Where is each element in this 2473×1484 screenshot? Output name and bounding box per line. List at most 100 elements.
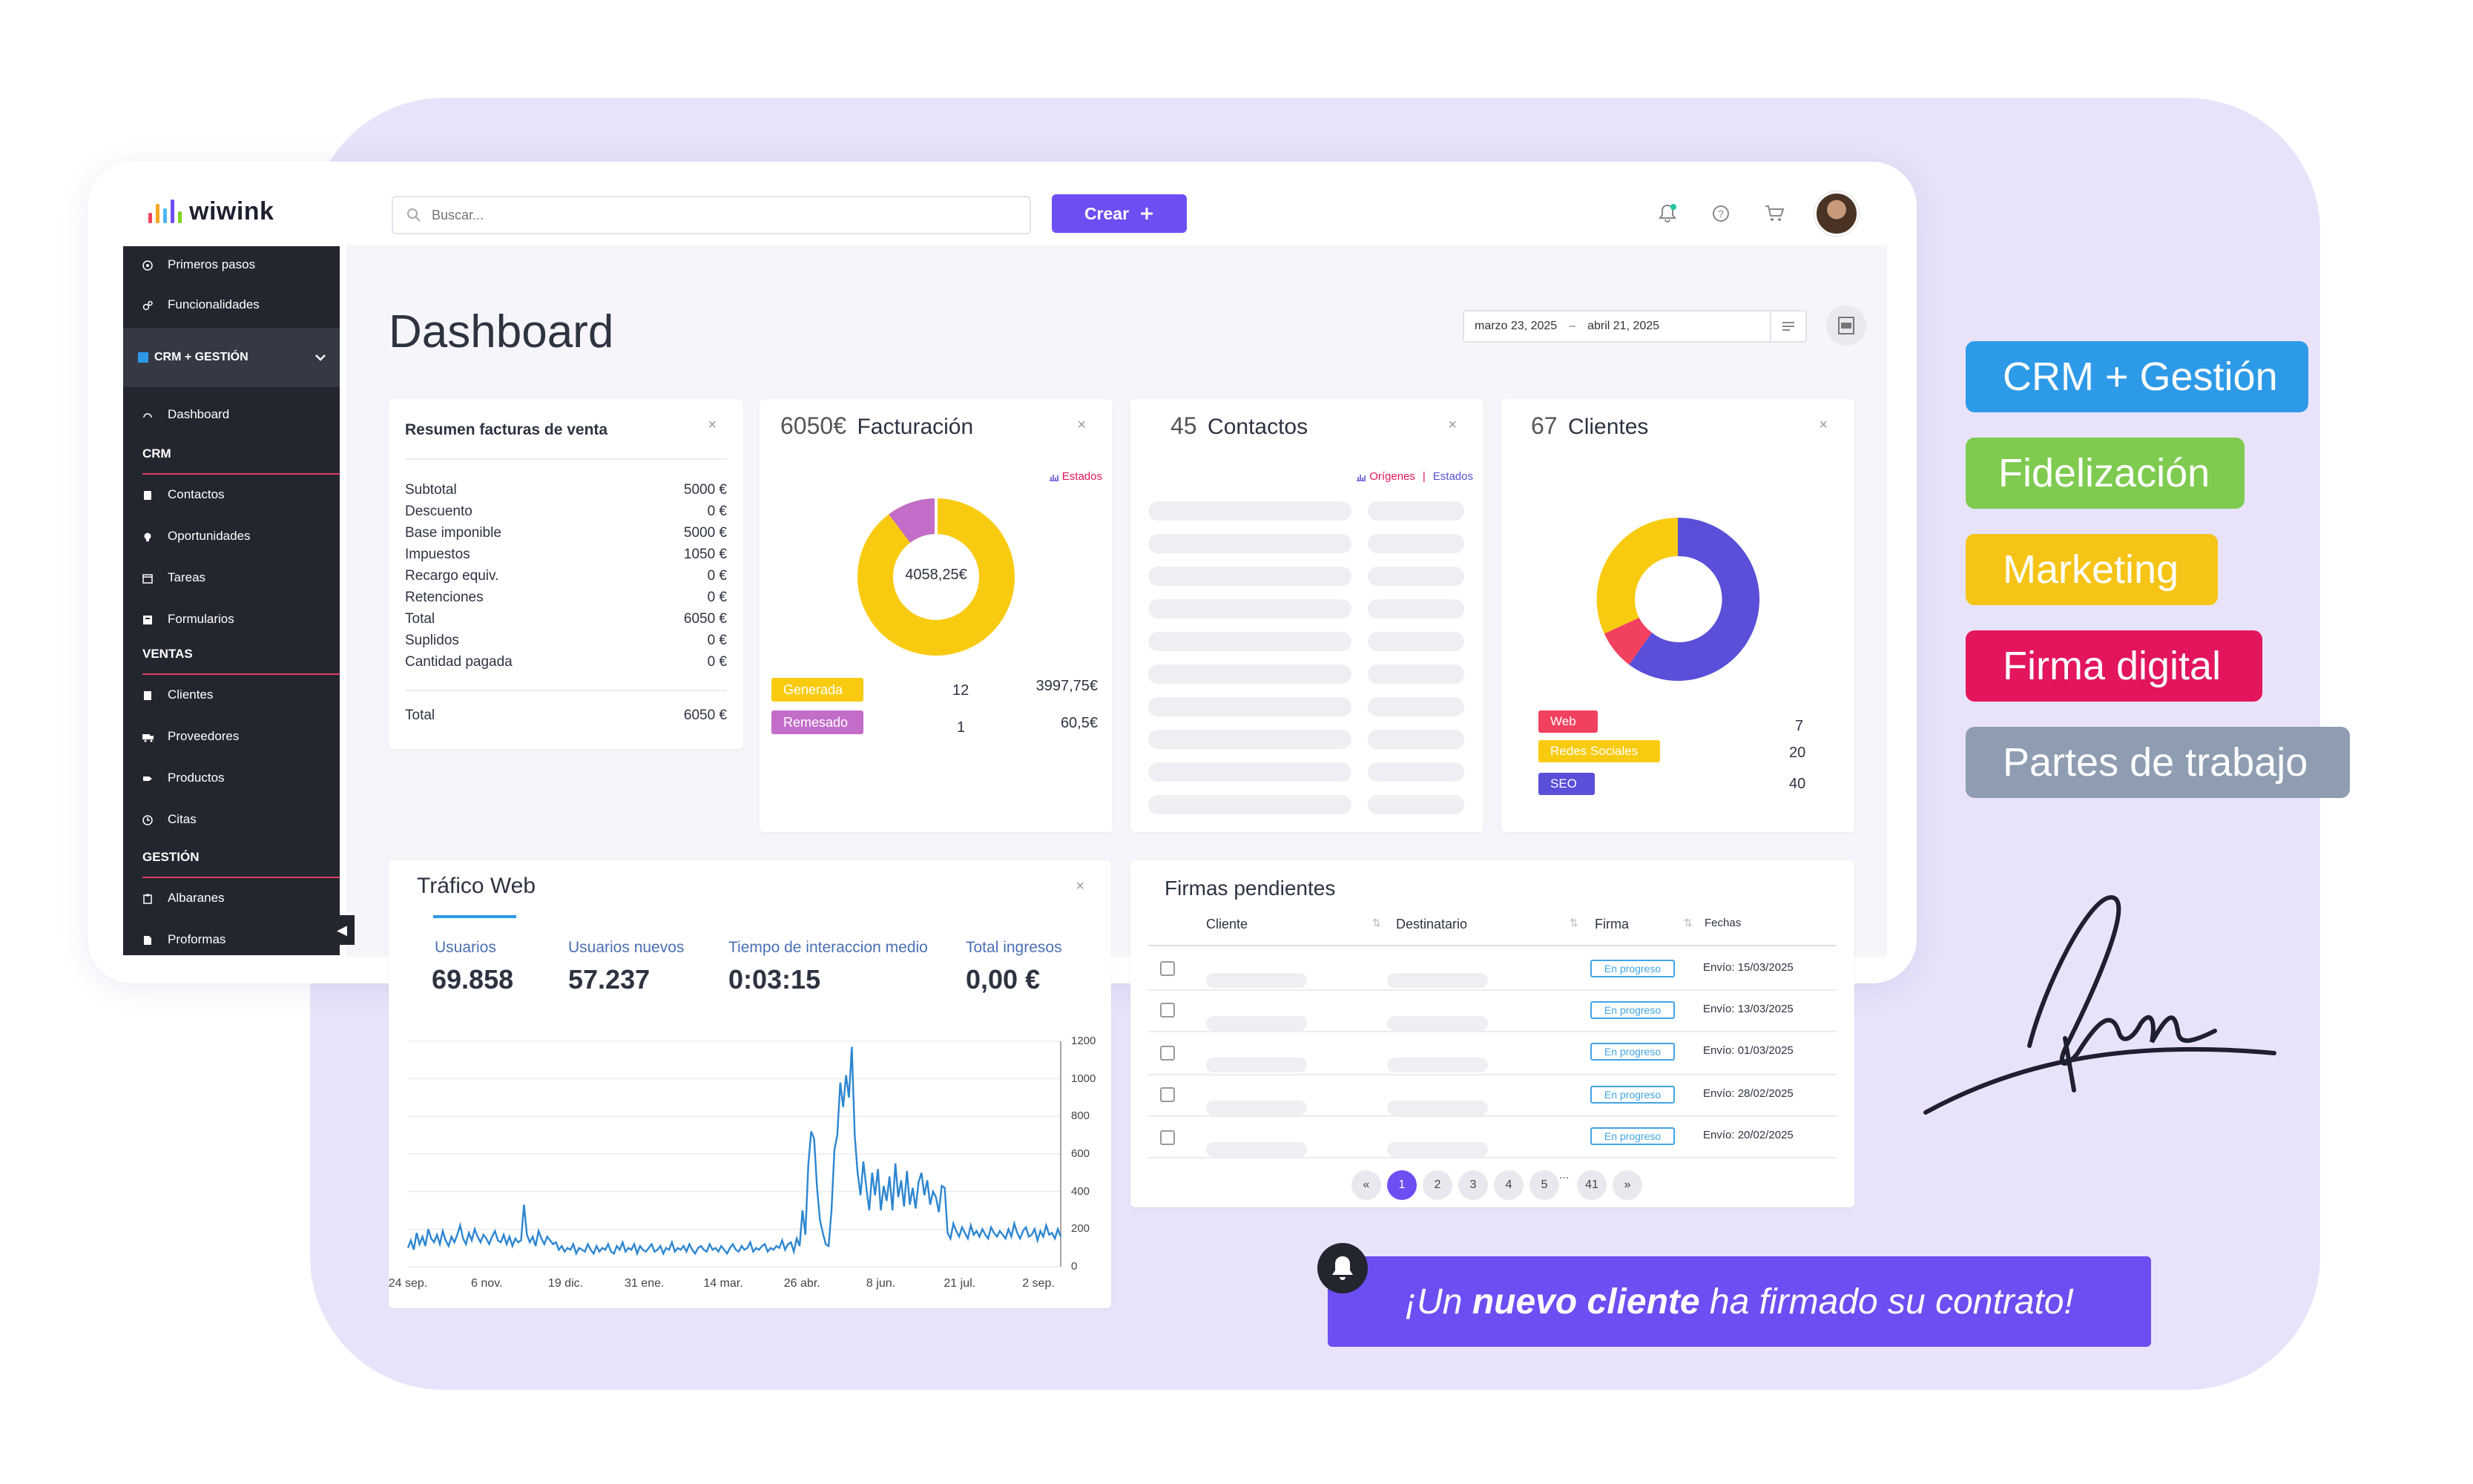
date-range-picker[interactable]: marzo 23, 2025 – abril 21, 2025 xyxy=(1463,310,1807,343)
wiwink-logo[interactable]: wiwink xyxy=(148,193,274,230)
resumen-row: Retenciones 0 € xyxy=(405,590,727,605)
pagination-page-3[interactable]: 3 xyxy=(1458,1170,1488,1200)
facturacion-card: 6050€ Facturación × Estados 4058,25€ Gen… xyxy=(760,399,1113,832)
sidebar-section-gestion: GESTIÓN xyxy=(142,850,200,864)
sidebar-item-oportunidades[interactable]: Oportunidades xyxy=(123,525,340,547)
tag-crm-gestion: CRM + Gestión xyxy=(1966,341,2308,412)
pagination-page-4[interactable]: 4 xyxy=(1494,1170,1524,1200)
origenes-link[interactable]: Orígenes xyxy=(1369,470,1415,483)
legend-amount: 60,5€ xyxy=(1060,715,1098,731)
legend-count: 12 xyxy=(952,682,969,699)
envio-date: Envío: 20/02/2025 xyxy=(1703,1129,1794,1141)
row-checkbox[interactable] xyxy=(1160,1130,1175,1145)
sidebar-item-productos[interactable]: Productos xyxy=(123,767,340,789)
notification-prefix: ¡Un xyxy=(1405,1282,1472,1322)
user-avatar[interactable] xyxy=(1814,191,1859,236)
sidebar-item-label: Citas xyxy=(168,812,197,826)
sort-icon[interactable]: ⇅ xyxy=(1372,917,1381,929)
sidebar-item-label: Formularios xyxy=(168,612,234,626)
row-checkbox[interactable] xyxy=(1160,961,1175,976)
sidebar-item-dashboard[interactable]: Dashboard xyxy=(123,403,340,426)
tag-partes-trabajo: Partes de trabajo xyxy=(1966,727,2350,798)
close-icon[interactable]: × xyxy=(1819,417,1828,433)
close-icon[interactable]: × xyxy=(1077,417,1086,433)
card-header: 6050€ Facturación xyxy=(780,412,973,440)
notification-banner[interactable]: ¡Un nuevo cliente ha firmado su contrato… xyxy=(1328,1256,2151,1347)
sidebar-item-label: Tareas xyxy=(168,570,206,584)
y-tick-label: 400 xyxy=(1071,1184,1090,1198)
sort-icon[interactable]: ⇅ xyxy=(1570,917,1578,929)
pdf-export-button[interactable] xyxy=(1826,306,1866,346)
bell-icon[interactable] xyxy=(1654,200,1681,227)
column-header-fechas[interactable]: Fechas xyxy=(1705,917,1742,929)
cart-icon[interactable] xyxy=(1761,200,1788,227)
legend-value: 20 xyxy=(1789,745,1806,761)
help-icon[interactable]: ? xyxy=(1708,200,1734,227)
estados-link[interactable]: Estados xyxy=(1432,470,1473,483)
x-tick-label: 14 mar. xyxy=(703,1277,743,1290)
sidebar-item-tareas[interactable]: Tareas xyxy=(123,567,340,589)
facturacion-donut xyxy=(857,498,1015,656)
sidebar-group-crm-gestion[interactable]: CRM + GESTIÓN xyxy=(123,328,340,387)
column-header-firma[interactable]: Firma xyxy=(1595,917,1629,931)
bar-chart-icon xyxy=(1357,474,1366,481)
menu-lines-icon xyxy=(1782,322,1794,331)
section-divider xyxy=(142,673,340,675)
link-separator: | xyxy=(1422,470,1426,483)
column-header-cliente[interactable]: Cliente xyxy=(1206,917,1248,931)
sidebar-item-albaranes[interactable]: Albaranes xyxy=(123,887,340,909)
pagination-page-41[interactable]: 41 xyxy=(1577,1170,1607,1200)
sidebar-item-proformas[interactable]: Proformas xyxy=(123,929,340,951)
row-checkbox[interactable] xyxy=(1160,1003,1175,1018)
file-icon xyxy=(142,934,153,945)
close-icon[interactable]: × xyxy=(1076,878,1084,894)
contactos-count: 45 xyxy=(1170,412,1197,439)
resumen-row: Base imponible 5000 € xyxy=(405,525,727,541)
calendar-icon xyxy=(142,573,153,584)
y-tick-label: 1200 xyxy=(1071,1035,1096,1047)
stat-value: 0:03:15 xyxy=(728,964,821,995)
sidebar-item-citas[interactable]: Citas xyxy=(123,808,340,831)
search-box[interactable] xyxy=(392,196,1031,234)
sidebar-item-label: Productos xyxy=(168,771,225,785)
tag-fidelizacion: Fidelización xyxy=(1966,438,2245,509)
building-icon xyxy=(142,690,153,700)
card-header: 67 Clientes xyxy=(1531,412,1648,440)
search-input[interactable] xyxy=(430,206,994,224)
close-icon[interactable]: × xyxy=(708,417,717,433)
pagination-page-5[interactable]: 5 xyxy=(1529,1170,1559,1200)
close-icon[interactable]: × xyxy=(1448,417,1457,433)
sidebar-item-primeros-pasos[interactable]: Primeros pasos xyxy=(123,254,340,276)
x-tick-label: 31 ene. xyxy=(625,1277,665,1290)
create-button[interactable]: Crear xyxy=(1052,194,1187,233)
tag-icon xyxy=(142,773,153,783)
sidebar-collapse-button[interactable]: ◀ xyxy=(329,915,355,945)
resumen-facturas-card: Resumen facturas de venta × Subtotal 5000… xyxy=(389,399,743,749)
legend-count: 1 xyxy=(957,719,966,736)
sidebar-item-funcionalidades[interactable]: Funcionalidades xyxy=(123,294,340,316)
resumen-row: Recargo equiv. 0 € xyxy=(405,568,727,584)
x-tick-label: 26 abr. xyxy=(783,1277,820,1290)
sidebar-item-proveedores[interactable]: Proveedores xyxy=(123,725,340,748)
bell-icon xyxy=(1317,1243,1368,1293)
sidebar-item-formularios[interactable]: Formularios xyxy=(123,608,340,630)
pagination-page-1[interactable]: 1 xyxy=(1387,1170,1417,1200)
envio-date: Envío: 01/03/2025 xyxy=(1703,1044,1794,1057)
compass-icon xyxy=(142,260,153,271)
pagination-page-2[interactable]: 2 xyxy=(1423,1170,1452,1200)
row-checkbox[interactable] xyxy=(1160,1046,1175,1061)
notification-bold: nuevo cliente xyxy=(1472,1282,1700,1322)
title-underline xyxy=(433,915,516,918)
clipboard-icon xyxy=(142,893,153,904)
sidebar-item-contactos[interactable]: Contactos xyxy=(123,484,340,506)
sort-icon[interactable]: ⇅ xyxy=(1684,917,1693,929)
pagination-next[interactable]: » xyxy=(1613,1170,1642,1200)
estados-link[interactable]: Estados xyxy=(1049,470,1102,483)
sidebar-item-label: Dashboard xyxy=(168,407,230,421)
row-checkbox[interactable] xyxy=(1160,1087,1175,1102)
pagination-prev[interactable]: « xyxy=(1351,1170,1381,1200)
date-menu-button[interactable] xyxy=(1770,311,1805,341)
column-header-destinatario[interactable]: Destinatario xyxy=(1396,917,1468,931)
sidebar-item-clientes[interactable]: Clientes xyxy=(123,684,340,706)
date-from: marzo 23, 2025 xyxy=(1475,320,1558,332)
